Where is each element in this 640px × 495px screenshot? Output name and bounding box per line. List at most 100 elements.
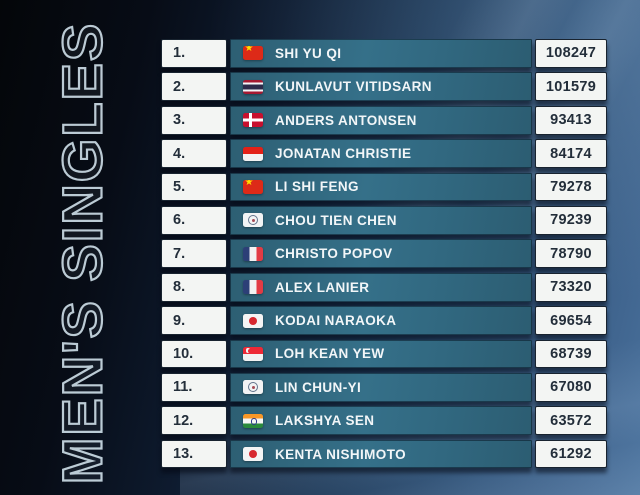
player-cell: LIN CHUN-YI: [230, 372, 532, 402]
points-cell: 93413: [535, 105, 607, 135]
table-row: 2. KUNLAVUT VITIDSARN 101579: [161, 72, 607, 102]
flag-india-icon: [243, 413, 263, 428]
flag-japan-icon: [243, 447, 263, 462]
points-value: 68739: [550, 345, 592, 362]
points-value: 79278: [550, 178, 592, 195]
points-cell: 84174: [535, 139, 607, 168]
flag-chinese-taipei-icon: [243, 213, 263, 228]
rank-cell: 10.: [161, 339, 227, 369]
table-row: 8. ALEX LANIER 73320: [161, 272, 607, 302]
points-value: 78790: [550, 245, 592, 262]
rank-label: 9.: [173, 312, 186, 329]
player-cell: CHOU TIEN CHEN: [230, 205, 532, 235]
rank-cell: 2.: [161, 72, 227, 102]
points-cell: 69654: [535, 306, 607, 335]
player-cell: KENTA NISHIMOTO: [230, 439, 532, 469]
player-name: LI SHI FENG: [275, 179, 359, 195]
player-name: CHRISTO POPOV: [275, 246, 393, 262]
points-cell: 67080: [535, 372, 607, 402]
rank-label: 10.: [173, 345, 194, 362]
table-row: 13. KENTA NISHIMOTO 61292: [161, 439, 607, 469]
points-cell: 63572: [535, 406, 607, 436]
player-cell: KODAI NARAOKA: [230, 306, 532, 335]
points-cell: 79278: [535, 172, 607, 202]
rank-label: 1.: [173, 45, 186, 62]
flag-denmark-icon: [243, 113, 263, 128]
points-value: 67080: [550, 379, 592, 396]
player-name: CHOU TIEN CHEN: [275, 212, 397, 228]
rank-label: 8.: [173, 279, 186, 296]
player-name: JONATAN CHRISTIE: [275, 146, 412, 162]
rank-cell: 4.: [161, 139, 227, 168]
player-cell: KUNLAVUT VITIDSARN: [230, 72, 532, 102]
points-cell: 68739: [535, 339, 607, 369]
flag-japan-icon: [243, 313, 263, 328]
flag-france-icon: [243, 280, 263, 295]
player-cell: LI SHI FENG: [230, 172, 532, 202]
page-title-vertical: MEN'S SINGLES: [49, 21, 114, 486]
table-row: 5. LI SHI FENG 79278: [161, 172, 607, 202]
points-cell: 61292: [535, 439, 607, 469]
table-row: 7. CHRISTO POPOV 78790: [161, 239, 607, 269]
player-cell: LOH KEAN YEW: [230, 339, 532, 369]
rank-label: 5.: [173, 178, 186, 195]
ranking-table: 1. SHI YU QI 108247 2. KUNLAVUT VITIDSAR…: [161, 39, 607, 469]
rank-cell: 6.: [161, 205, 227, 235]
table-row: 6. CHOU TIEN CHEN 79239: [161, 205, 607, 235]
table-row: 10. LOH KEAN YEW 68739: [161, 339, 607, 369]
points-value: 63572: [550, 412, 592, 429]
points-cell: 108247: [535, 39, 607, 68]
table-row: 1. SHI YU QI 108247: [161, 39, 607, 68]
player-name: LAKSHYA SEN: [275, 413, 375, 429]
rank-label: 2.: [173, 78, 186, 95]
player-name: ANDERS ANTONSEN: [275, 112, 417, 128]
rank-label: 3.: [173, 112, 186, 129]
points-value: 61292: [550, 446, 592, 463]
flag-chinese-taipei-icon: [243, 380, 263, 395]
points-value: 84174: [550, 145, 592, 162]
player-name: KUNLAVUT VITIDSARN: [275, 79, 432, 95]
flag-china-icon: [243, 46, 263, 61]
player-name: KODAI NARAOKA: [275, 313, 397, 329]
player-cell: JONATAN CHRISTIE: [230, 139, 532, 168]
player-name: LIN CHUN-YI: [275, 379, 362, 395]
points-value: 73320: [550, 279, 592, 296]
points-cell: 79239: [535, 205, 607, 235]
player-cell: CHRISTO POPOV: [230, 239, 532, 269]
table-row: 9. KODAI NARAOKA 69654: [161, 306, 607, 335]
points-cell: 73320: [535, 272, 607, 302]
points-value: 93413: [550, 112, 592, 129]
player-cell: LAKSHYA SEN: [230, 406, 532, 436]
player-cell: ANDERS ANTONSEN: [230, 105, 532, 135]
table-row: 4. JONATAN CHRISTIE 84174: [161, 139, 607, 168]
rank-label: 13.: [173, 446, 194, 463]
player-name: ALEX LANIER: [275, 279, 370, 295]
flag-china-icon: [243, 179, 263, 194]
flag-france-icon: [243, 246, 263, 261]
flag-singapore-icon: [243, 346, 263, 361]
rank-label: 11.: [173, 379, 193, 396]
flag-thailand-icon: [243, 79, 263, 94]
player-name: KENTA NISHIMOTO: [275, 446, 407, 462]
points-cell: 101579: [535, 72, 607, 102]
rank-cell: 12.: [161, 406, 227, 436]
player-cell: ALEX LANIER: [230, 272, 532, 302]
rank-label: 4.: [173, 145, 186, 162]
player-cell: SHI YU QI: [230, 39, 532, 68]
rank-label: 6.: [173, 212, 186, 229]
player-name: LOH KEAN YEW: [275, 346, 385, 362]
rank-cell: 9.: [161, 306, 227, 335]
rank-label: 12.: [173, 412, 194, 429]
rank-cell: 11.: [161, 372, 227, 402]
rank-cell: 8.: [161, 272, 227, 302]
points-value: 108247: [545, 45, 597, 62]
rank-label: 7.: [173, 245, 186, 262]
points-cell: 78790: [535, 239, 607, 269]
table-row: 11. LIN CHUN-YI 67080: [161, 372, 607, 402]
rank-cell: 13.: [161, 439, 227, 469]
rank-cell: 7.: [161, 239, 227, 269]
rank-cell: 1.: [161, 39, 227, 68]
flag-indonesia-icon: [243, 146, 263, 161]
table-row: 3. ANDERS ANTONSEN 93413: [161, 105, 607, 135]
points-value: 69654: [550, 312, 592, 329]
